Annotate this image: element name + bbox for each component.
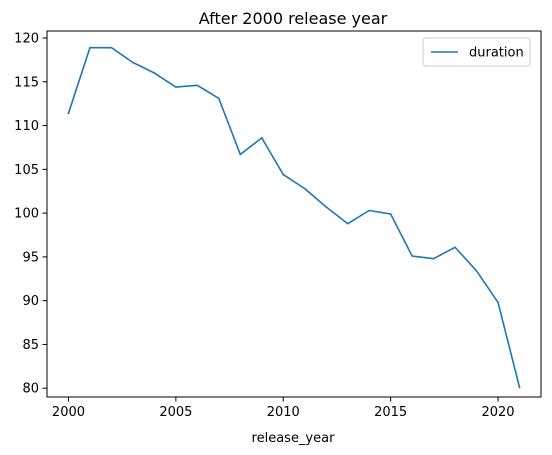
data-point: [218, 97, 220, 100]
data-point: [411, 255, 413, 257]
data-point: [389, 213, 392, 215]
y-tick-label: 120: [14, 32, 39, 47]
x-tick-label: 2020: [481, 405, 514, 420]
data-point: [475, 270, 478, 272]
data-point: [282, 173, 285, 176]
y-tick-label: 85: [22, 338, 39, 353]
y-tick-label: 95: [22, 250, 39, 265]
data-point: [432, 257, 435, 260]
plot-area: 2000 2005 2010 2015 2020 80 85 90 95 100 105 110 115…: [14, 30, 542, 420]
axes-frame: [46, 30, 542, 398]
data-point: [196, 84, 199, 87]
data-point: [454, 246, 456, 249]
data-point: [175, 86, 177, 88]
data-point: [153, 72, 156, 74]
x-tick-label: 2015: [374, 405, 407, 420]
x-tick-label: 2005: [159, 405, 192, 420]
data-point: [110, 46, 113, 49]
y-tick-label: 90: [22, 294, 39, 309]
legend-box: [422, 37, 531, 67]
x-axis-title: release_year: [252, 431, 336, 446]
data-point: [325, 206, 328, 208]
y-tick-label: 100: [14, 207, 39, 222]
data-point: [260, 137, 263, 139]
chart-title: After 2000 release year: [199, 9, 388, 28]
data-point: [89, 46, 91, 49]
data-point: [497, 301, 499, 304]
data-point: [518, 386, 521, 389]
y-tick-label: 105: [14, 163, 39, 178]
legend-label: duration: [469, 46, 524, 61]
data-point: [303, 187, 306, 190]
data-point: [346, 222, 349, 225]
data-point: [368, 209, 370, 212]
x-tick-label: 2010: [267, 405, 300, 420]
series-line-duration: [67, 46, 521, 389]
data-point: [132, 61, 134, 64]
y-tick-label: 115: [14, 75, 39, 90]
y-tick-label: 80: [22, 382, 39, 397]
data-point: [239, 153, 242, 156]
data-point: [67, 112, 70, 115]
y-tick-label: 110: [14, 119, 39, 134]
legend: duration: [422, 37, 531, 67]
x-tick-label: 2000: [52, 405, 85, 420]
